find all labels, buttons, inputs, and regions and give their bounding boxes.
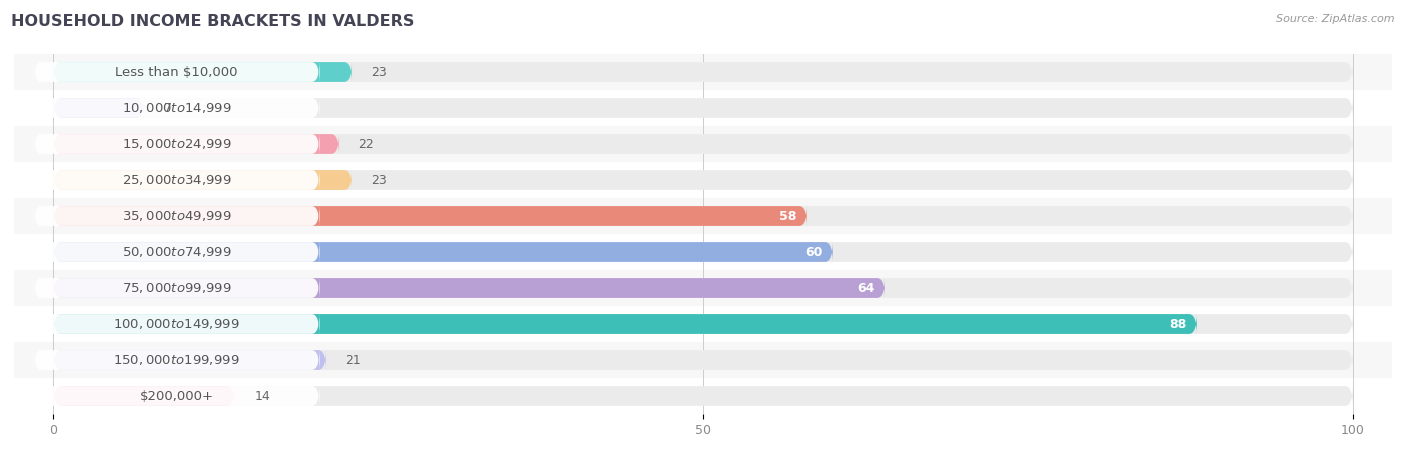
- Text: $200,000+: $200,000+: [139, 390, 214, 402]
- Text: $100,000 to $149,999: $100,000 to $149,999: [114, 317, 240, 331]
- FancyBboxPatch shape: [53, 204, 1353, 228]
- Text: 88: 88: [1170, 318, 1187, 330]
- Bar: [14, 234, 1392, 270]
- Bar: [14, 270, 1392, 306]
- FancyBboxPatch shape: [53, 240, 1353, 264]
- FancyBboxPatch shape: [34, 60, 319, 84]
- Text: 23: 23: [371, 66, 387, 78]
- Text: $50,000 to $74,999: $50,000 to $74,999: [122, 245, 232, 259]
- Text: Less than $10,000: Less than $10,000: [115, 66, 238, 78]
- FancyBboxPatch shape: [53, 276, 1353, 300]
- FancyBboxPatch shape: [34, 276, 319, 300]
- FancyBboxPatch shape: [34, 168, 319, 192]
- Text: 21: 21: [346, 354, 361, 366]
- Text: $150,000 to $199,999: $150,000 to $199,999: [114, 353, 240, 367]
- FancyBboxPatch shape: [34, 96, 319, 120]
- FancyBboxPatch shape: [34, 132, 319, 156]
- FancyBboxPatch shape: [53, 204, 807, 228]
- Text: Source: ZipAtlas.com: Source: ZipAtlas.com: [1277, 14, 1395, 23]
- FancyBboxPatch shape: [53, 384, 1353, 408]
- Text: $35,000 to $49,999: $35,000 to $49,999: [122, 209, 232, 223]
- Bar: [14, 306, 1392, 342]
- Text: 58: 58: [779, 210, 797, 222]
- Text: 23: 23: [371, 174, 387, 186]
- Text: $10,000 to $14,999: $10,000 to $14,999: [122, 101, 232, 115]
- FancyBboxPatch shape: [53, 96, 143, 120]
- FancyBboxPatch shape: [53, 168, 1353, 192]
- FancyBboxPatch shape: [34, 384, 319, 408]
- Bar: [14, 342, 1392, 378]
- FancyBboxPatch shape: [53, 348, 1353, 372]
- Text: 64: 64: [858, 282, 875, 294]
- FancyBboxPatch shape: [53, 384, 235, 408]
- Text: $75,000 to $99,999: $75,000 to $99,999: [122, 281, 232, 295]
- Bar: [14, 162, 1392, 198]
- FancyBboxPatch shape: [34, 204, 319, 228]
- FancyBboxPatch shape: [34, 240, 319, 264]
- FancyBboxPatch shape: [53, 276, 884, 300]
- Text: HOUSEHOLD INCOME BRACKETS IN VALDERS: HOUSEHOLD INCOME BRACKETS IN VALDERS: [11, 14, 415, 28]
- Text: $15,000 to $24,999: $15,000 to $24,999: [122, 137, 232, 151]
- Text: 7: 7: [163, 102, 172, 114]
- FancyBboxPatch shape: [34, 348, 319, 372]
- Text: 60: 60: [806, 246, 823, 258]
- FancyBboxPatch shape: [53, 96, 1353, 120]
- Bar: [14, 378, 1392, 414]
- Bar: [14, 90, 1392, 126]
- FancyBboxPatch shape: [53, 312, 1353, 336]
- Text: 22: 22: [359, 138, 374, 150]
- Text: $25,000 to $34,999: $25,000 to $34,999: [122, 173, 232, 187]
- Text: 14: 14: [254, 390, 270, 402]
- FancyBboxPatch shape: [53, 312, 1197, 336]
- FancyBboxPatch shape: [53, 168, 352, 192]
- FancyBboxPatch shape: [53, 132, 1353, 156]
- FancyBboxPatch shape: [53, 132, 339, 156]
- Bar: [14, 198, 1392, 234]
- FancyBboxPatch shape: [53, 60, 352, 84]
- FancyBboxPatch shape: [34, 312, 319, 336]
- FancyBboxPatch shape: [53, 240, 832, 264]
- Bar: [14, 126, 1392, 162]
- Bar: [14, 54, 1392, 90]
- FancyBboxPatch shape: [53, 60, 1353, 84]
- FancyBboxPatch shape: [53, 348, 326, 372]
